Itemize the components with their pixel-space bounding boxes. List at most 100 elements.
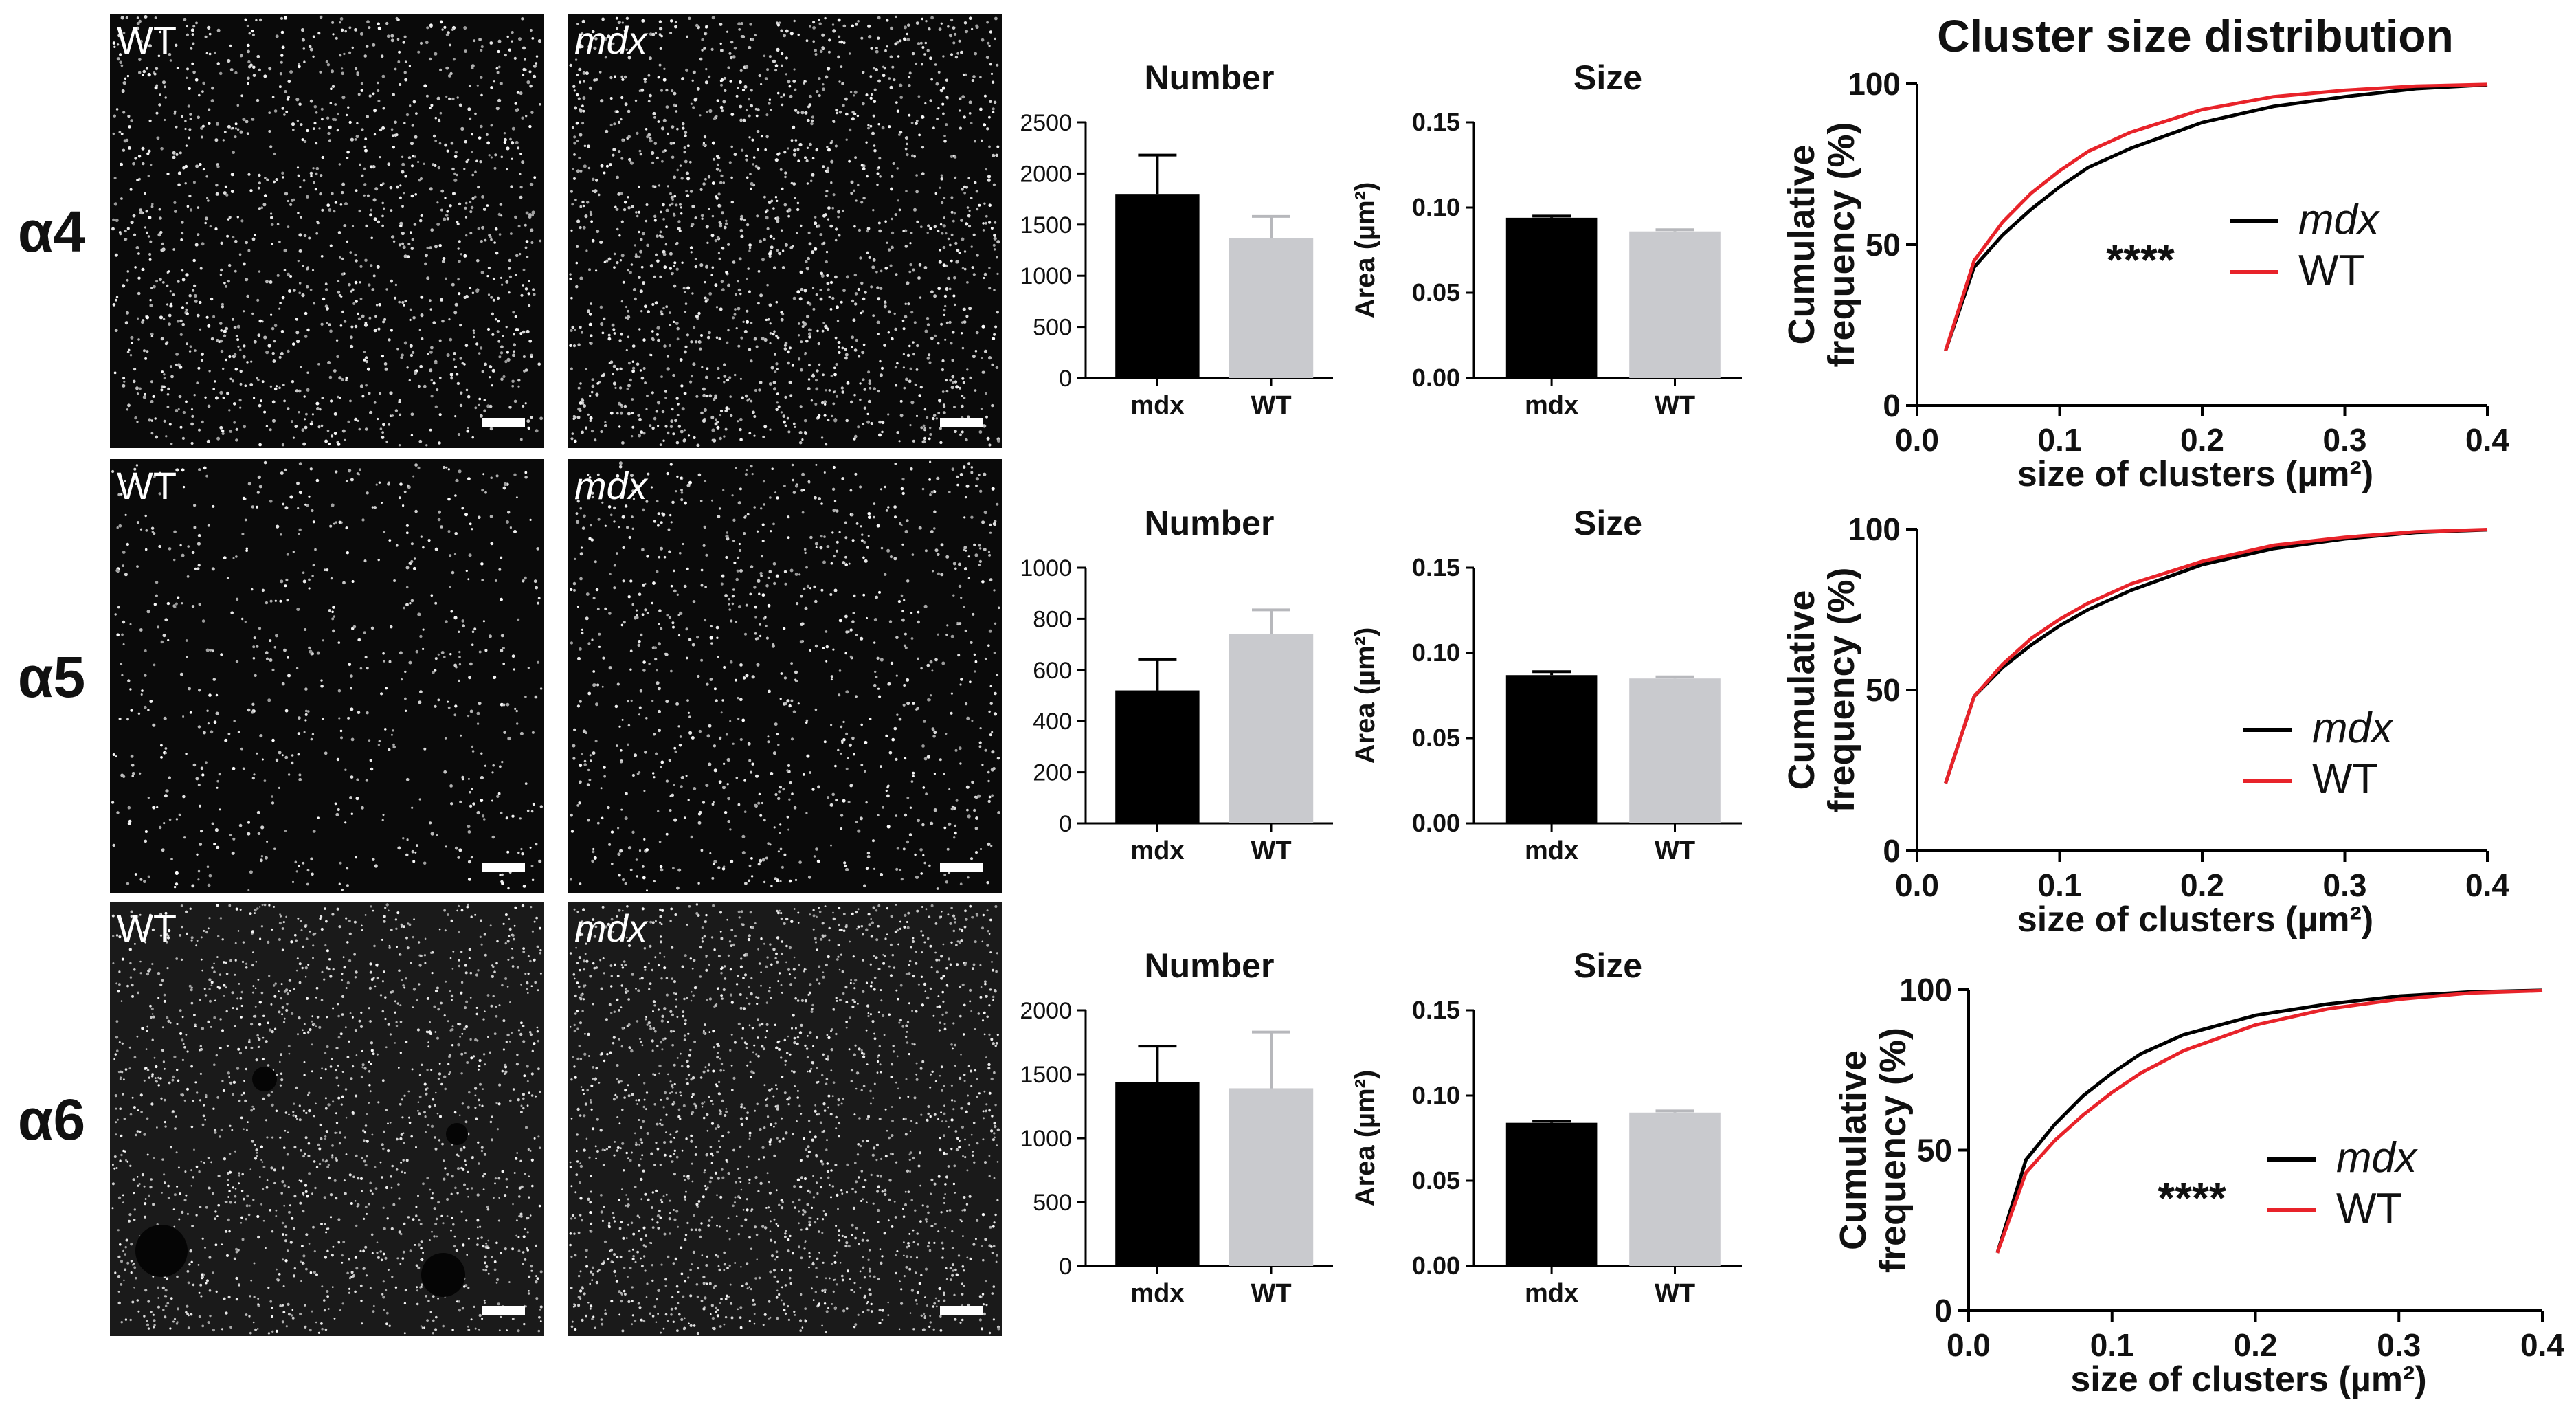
speckle-dot bbox=[750, 104, 753, 108]
speckle-dot bbox=[805, 719, 809, 722]
speckle-dot bbox=[729, 828, 732, 831]
speckle-dot bbox=[724, 409, 728, 413]
speckle-dot bbox=[181, 278, 186, 282]
speckle-dot bbox=[304, 713, 308, 716]
speckle-dot bbox=[463, 26, 467, 30]
speckle-dot bbox=[202, 168, 205, 171]
speckle-dot bbox=[122, 377, 126, 380]
speckle-dot bbox=[783, 485, 786, 487]
speckle-dot bbox=[569, 277, 572, 280]
speckle-dot bbox=[731, 595, 735, 598]
speckle-dot bbox=[826, 274, 829, 277]
speckle-dot bbox=[660, 546, 663, 551]
speckle-dot bbox=[408, 660, 412, 665]
speckle-dot bbox=[777, 744, 780, 746]
speckle-dot bbox=[685, 68, 689, 72]
speckle-dot bbox=[459, 324, 462, 327]
speckle-dot bbox=[912, 268, 915, 272]
speckle-dot bbox=[570, 437, 574, 441]
speckle-dot bbox=[530, 213, 535, 217]
speckle-dot bbox=[339, 324, 343, 327]
speckle-dot bbox=[383, 207, 385, 210]
speckle-dot bbox=[390, 209, 393, 212]
speckle-dot bbox=[404, 78, 408, 82]
y-tick-label: 800 bbox=[1033, 606, 1072, 632]
speckle-dot bbox=[990, 845, 993, 847]
speckle-dot bbox=[671, 155, 675, 159]
speckle-dot bbox=[854, 434, 858, 438]
speckle-dot bbox=[693, 326, 696, 329]
speckle-dot bbox=[416, 844, 418, 847]
speckle-dot bbox=[467, 860, 471, 864]
speckle-dot bbox=[586, 201, 590, 204]
speckle-dot bbox=[662, 249, 666, 254]
speckle-dot bbox=[800, 287, 804, 291]
speckle-dot bbox=[774, 722, 778, 726]
speckle-dot bbox=[748, 432, 752, 435]
speckle-dot bbox=[526, 419, 530, 423]
speckle-dot bbox=[372, 198, 377, 202]
speckle-dot bbox=[994, 691, 997, 696]
speckle-dot bbox=[263, 410, 267, 414]
speckle-dot bbox=[887, 682, 891, 686]
speckle-dot bbox=[530, 353, 533, 356]
speckle-dot bbox=[842, 41, 846, 45]
speckle-dot bbox=[820, 274, 825, 278]
speckle-dot bbox=[910, 232, 913, 234]
speckle-dot bbox=[304, 335, 308, 338]
speckle-dot bbox=[953, 406, 956, 409]
speckle-dot bbox=[718, 257, 721, 260]
speckle-dot bbox=[309, 288, 313, 291]
speckle-dot bbox=[959, 473, 963, 476]
speckle-dot bbox=[583, 763, 587, 766]
speckle-dot bbox=[899, 414, 904, 418]
speckle-dot bbox=[749, 173, 752, 176]
speckle-dot bbox=[988, 356, 992, 360]
speckle-dot bbox=[762, 435, 765, 438]
speckle-dot bbox=[860, 201, 864, 204]
speckle-dot bbox=[137, 712, 141, 715]
speckle-dot bbox=[253, 636, 256, 640]
speckle-dot bbox=[577, 386, 581, 390]
speckle-dot bbox=[119, 60, 122, 65]
speckle-dot bbox=[948, 287, 952, 291]
speckle-dot bbox=[900, 487, 904, 491]
speckle-dot bbox=[585, 731, 588, 735]
speckle-dot bbox=[662, 118, 667, 122]
speckle-dot bbox=[806, 182, 809, 185]
speckle-dot bbox=[229, 44, 232, 47]
speckle-dot bbox=[588, 476, 592, 479]
speckle-dot bbox=[657, 810, 660, 813]
speckle-dot bbox=[613, 266, 616, 269]
speckle-dot bbox=[382, 107, 385, 110]
speckle-dot bbox=[989, 100, 992, 103]
speckle-dot bbox=[635, 253, 638, 256]
scale-bar bbox=[940, 418, 983, 427]
speckle-dot bbox=[631, 527, 634, 530]
speckle-dot bbox=[233, 353, 237, 357]
speckle-dot bbox=[519, 173, 522, 175]
speckle-dot bbox=[704, 375, 708, 379]
speckle-dot bbox=[582, 71, 586, 75]
speckle-dot bbox=[746, 176, 749, 179]
speckle-dot bbox=[700, 214, 704, 218]
speckle-dot bbox=[915, 21, 919, 25]
speckle-dot bbox=[154, 16, 157, 19]
speckle-dot bbox=[916, 220, 919, 223]
speckle-dot bbox=[501, 873, 504, 876]
speckle-dot bbox=[425, 94, 429, 98]
speckle-dot bbox=[844, 521, 847, 524]
speckle-dot bbox=[689, 246, 693, 249]
speckle-dot bbox=[172, 293, 175, 296]
speckle-dot bbox=[150, 335, 154, 337]
speckle-dot bbox=[737, 280, 739, 283]
speckle-dot bbox=[735, 467, 737, 469]
speckle-dot bbox=[478, 701, 482, 706]
speckle-dot bbox=[305, 195, 309, 199]
speckle-dot bbox=[823, 535, 826, 538]
speckle-dot bbox=[184, 164, 188, 168]
speckle-dot bbox=[329, 524, 333, 528]
speckle-dot bbox=[746, 399, 749, 402]
speckle-dot bbox=[475, 342, 479, 346]
